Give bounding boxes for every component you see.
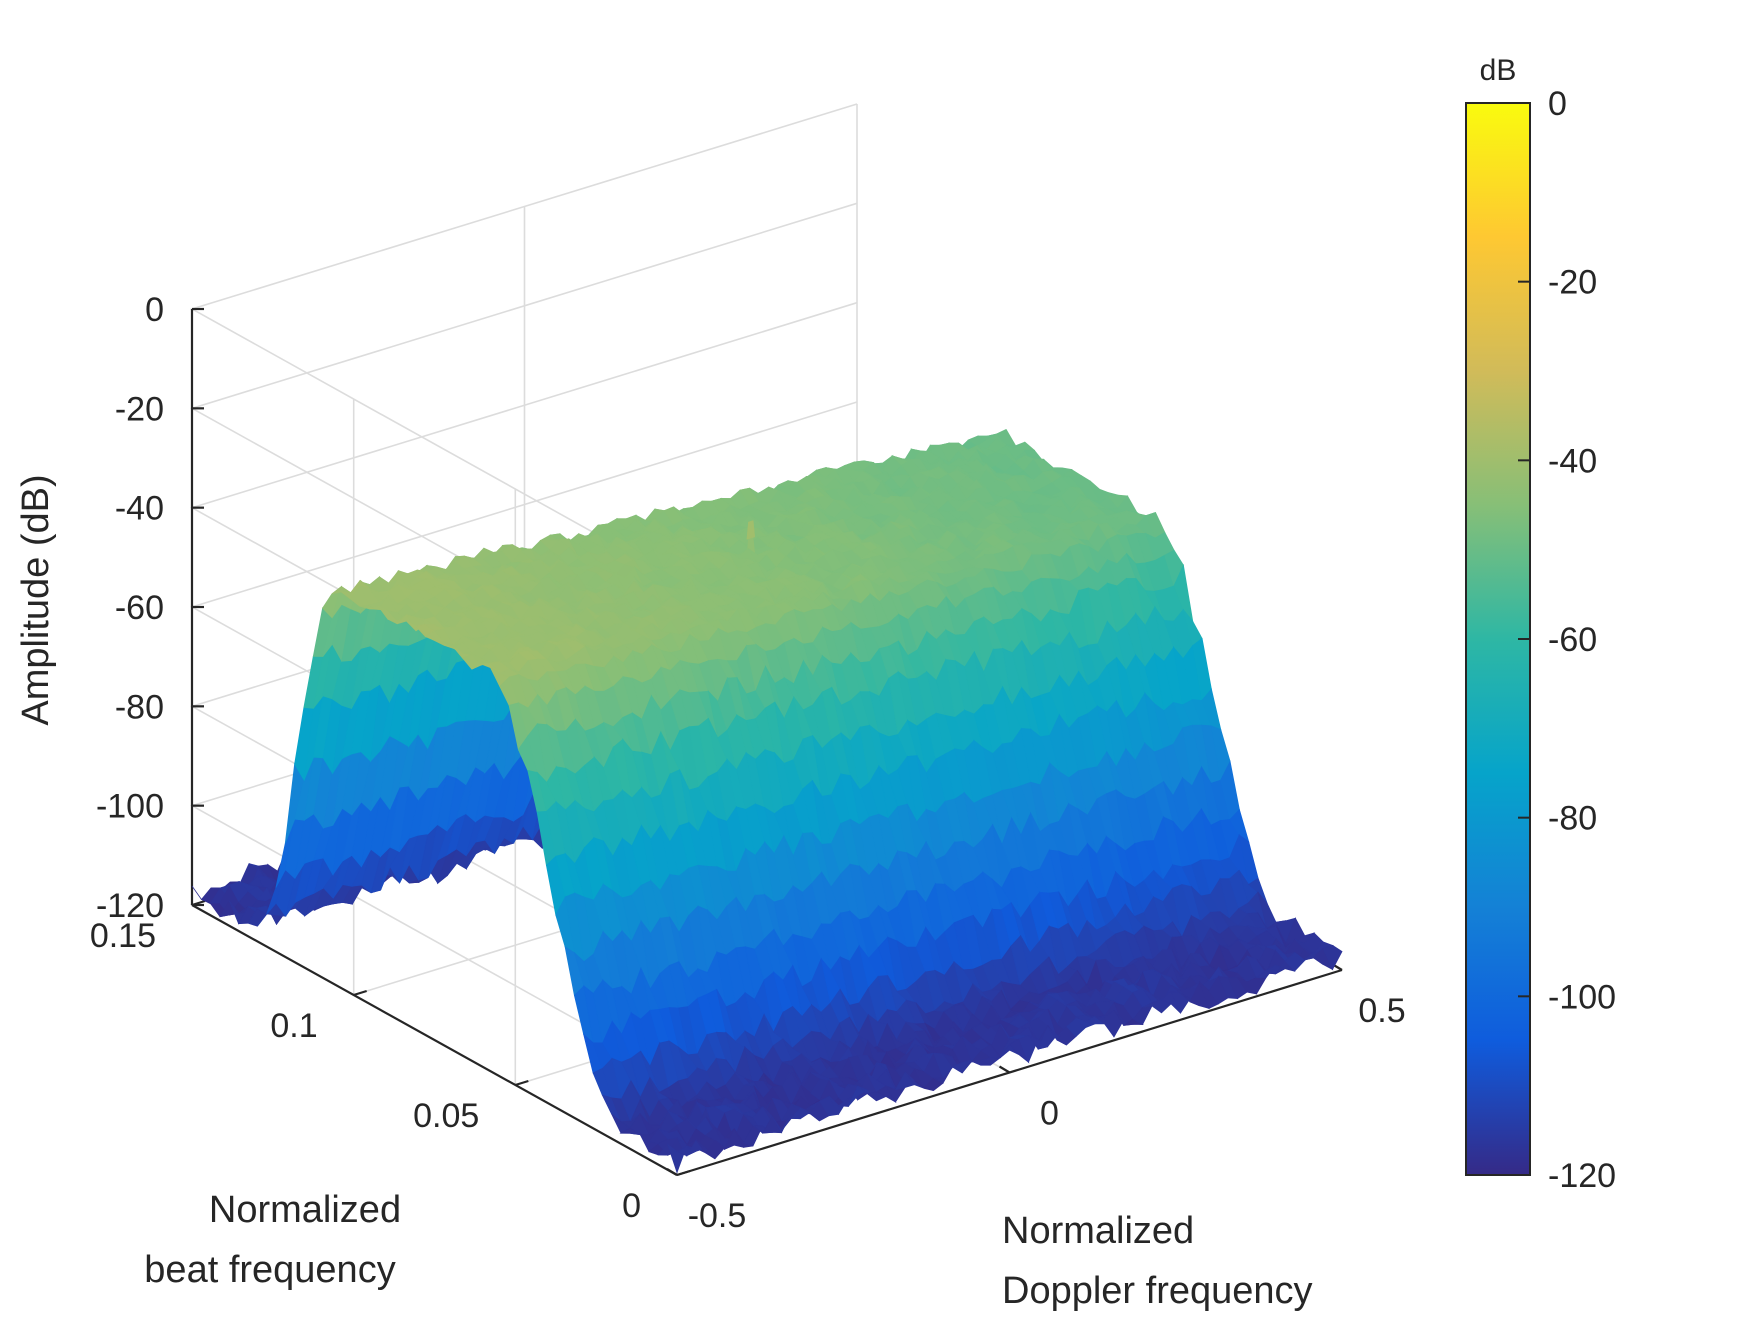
x-tick	[998, 1065, 1011, 1074]
y-tick	[676, 1169, 691, 1177]
x-axis-label-line2: Doppler frequency	[1002, 1270, 1313, 1312]
y-tick-label: 0.15	[90, 917, 156, 955]
colorbar-tick-label: -100	[1548, 978, 1616, 1016]
colorbar-title: dB	[1480, 54, 1517, 87]
y-tick-label: 0.05	[413, 1097, 479, 1135]
colorbar-tick-label: 0	[1548, 85, 1567, 123]
z-tick-label: -40	[115, 490, 164, 528]
colorbar-tick-label: -60	[1548, 621, 1597, 659]
z-tick-label: -80	[115, 688, 164, 726]
y-axis-line	[191, 904, 678, 1176]
y-tick	[191, 899, 206, 907]
z-tick-label: -20	[115, 390, 164, 428]
x-tick-label: 0	[1040, 1095, 1059, 1133]
colorbar: dB 0 -20 -40 -60 -80 -100 -120	[1465, 54, 1616, 1195]
z-tick-label: -60	[115, 589, 164, 627]
colorbar-tick-label: -20	[1548, 264, 1597, 302]
y-axis-label-line2: beat frequency	[144, 1249, 395, 1291]
x-tick-label: -0.5	[688, 1197, 747, 1235]
z-tick-label: 0	[145, 291, 164, 329]
y-tick	[353, 989, 367, 997]
y-tick	[515, 1079, 529, 1087]
axes: 0 -20 -40 -60 -80 -100 -120 0 0.05 0.1 0.15 -0.5 0 0.…	[90, 291, 1406, 1235]
y-axis-label-line1: Normalized	[209, 1189, 401, 1231]
y-tick-label: 0.1	[270, 1007, 317, 1045]
peak-segment	[746, 520, 756, 540]
colorbar-tick-label: -40	[1548, 442, 1597, 480]
surface	[191, 428, 1343, 1174]
x-tick	[666, 1168, 678, 1176]
z-tick-label: -100	[96, 788, 164, 826]
x-tick-label: 0.5	[1358, 992, 1405, 1030]
surface-patch	[1322, 945, 1343, 971]
z-axis-label: Amplitude (dB)	[15, 474, 57, 725]
colorbar-tick-label: -80	[1548, 800, 1597, 838]
z-tick-label: -120	[96, 887, 164, 925]
x-axis-label-line1: Normalized	[1002, 1210, 1194, 1252]
y-tick-label: 0	[622, 1187, 641, 1225]
colorbar-tick-label: -120	[1548, 1157, 1616, 1195]
